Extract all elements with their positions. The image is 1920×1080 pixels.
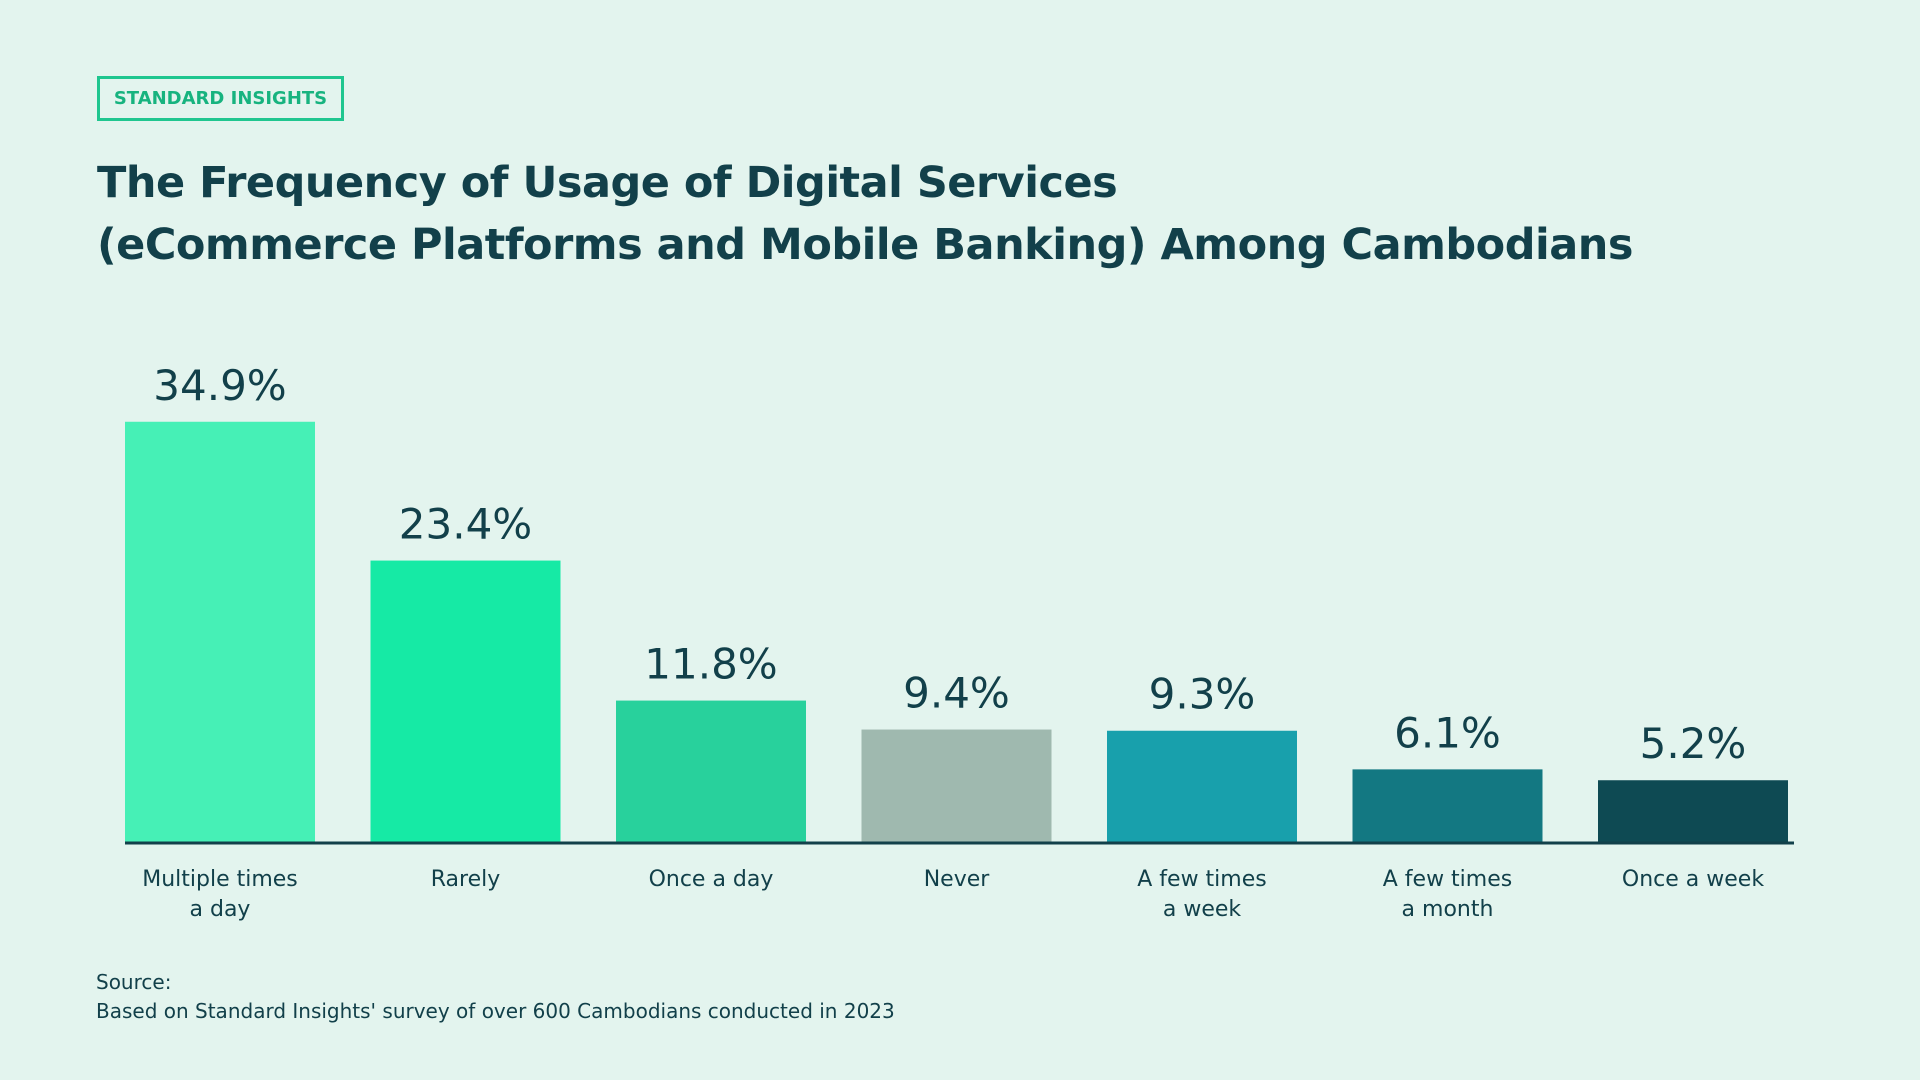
category-label: Once a week: [1621, 867, 1765, 892]
value-label: 11.8%: [644, 640, 777, 689]
bar: [1352, 769, 1543, 843]
category-label: Rarely: [430, 867, 501, 892]
value-label: 9.3%: [1149, 670, 1256, 719]
chart-title: The Frequency of Usage of Digital Servic…: [97, 158, 1633, 270]
category-label: Once a day: [648, 867, 774, 892]
value-label: 23.4%: [399, 500, 532, 549]
category-label: A few times a week: [1137, 867, 1267, 922]
value-label: 34.9%: [153, 361, 286, 410]
value-label: 9.4%: [903, 669, 1010, 718]
bar: [370, 560, 561, 843]
value-label: 6.1%: [1394, 708, 1501, 757]
bar: [861, 729, 1052, 843]
value-label: 5.2%: [1640, 719, 1747, 768]
bar: [1107, 730, 1297, 843]
source-label: Source:: [96, 970, 172, 994]
bar: [125, 421, 315, 843]
category-label: A few times a month: [1382, 867, 1513, 922]
brand-badge: STANDARD INSIGHTS: [97, 76, 344, 121]
category-label: Multiple times a day: [142, 867, 298, 922]
category-label: Never: [923, 867, 990, 892]
bar: [1598, 780, 1788, 843]
bar: [616, 700, 806, 843]
source-text: Based on Standard Insights' survey of ov…: [96, 999, 895, 1023]
